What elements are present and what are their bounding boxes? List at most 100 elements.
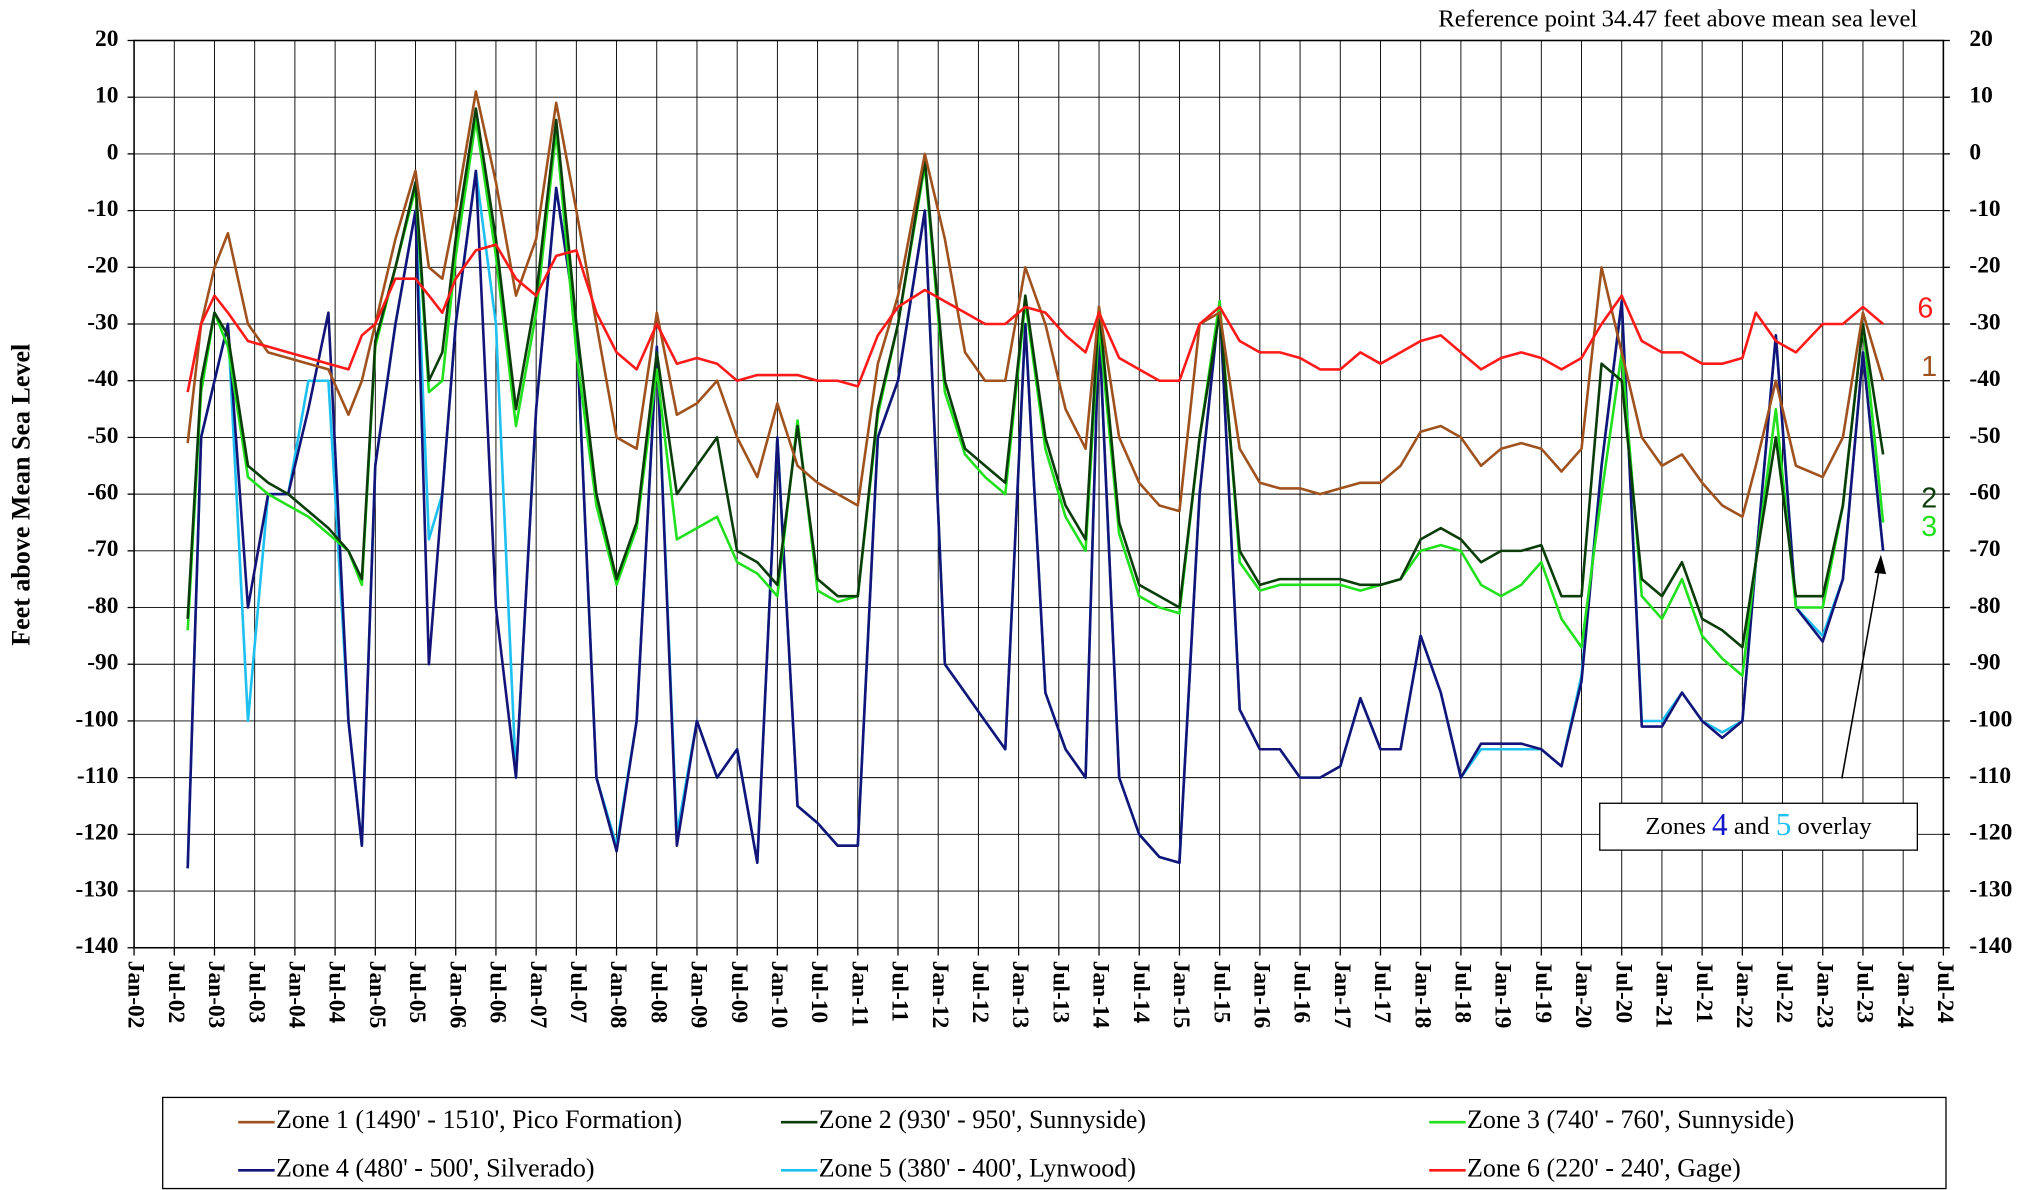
y2-tick-label: 0 — [1969, 139, 1981, 165]
y2-tick-label: -80 — [1969, 593, 2000, 619]
y-tick-label: 20 — [95, 26, 118, 52]
x-tick-label: Jul-15 — [1208, 961, 1234, 1023]
y2-tick-label: -140 — [1969, 933, 2012, 959]
note-text: Zones — [1645, 813, 1705, 840]
x-tick-label: Jul-11 — [887, 961, 913, 1022]
note-text: and — [1734, 813, 1770, 840]
y2-tick-label: -40 — [1969, 366, 2000, 392]
x-tick-label: Jan-08 — [605, 961, 631, 1029]
y2-tick-label: -100 — [1969, 706, 2012, 732]
x-tick-label: Jan-12 — [927, 961, 953, 1029]
y-tick-label: -20 — [87, 253, 118, 279]
y2-tick-label: -60 — [1969, 479, 2000, 505]
x-tick-label: Jul-17 — [1369, 961, 1395, 1024]
y-tick-label: -70 — [87, 536, 118, 562]
arrow — [1841, 559, 1882, 779]
y2-tick-label: -10 — [1969, 196, 2000, 222]
y-tick-label: -40 — [87, 366, 118, 392]
x-tick-label: Jan-16 — [1248, 961, 1274, 1029]
note-4: 4 — [1712, 807, 1728, 842]
plot-frame — [133, 39, 1945, 949]
legend-label: Zone 3 (740' - 760', Sunnyside) — [1467, 1105, 1794, 1134]
x-tick-label: Jul-09 — [726, 961, 752, 1023]
overlay-note: Zones 4 and 5 overlay — [1645, 807, 1872, 842]
y-axis-label: Feet above Mean Sea Level — [6, 344, 35, 646]
x-tick-label: Jul-16 — [1289, 961, 1315, 1024]
series-line — [186, 107, 1885, 649]
y-tick-label: -10 — [87, 196, 118, 222]
legend — [162, 1096, 1947, 1190]
grid — [127, 39, 1950, 956]
x-tick-label: Jul-13 — [1047, 961, 1073, 1023]
x-tick-label: Jul-12 — [967, 961, 993, 1023]
x-tick-label: Jan-03 — [203, 961, 229, 1029]
x-tick-label: Jan-13 — [1007, 961, 1033, 1029]
x-tick-label: Jul-21 — [1691, 961, 1717, 1023]
x-tick-label: Jul-22 — [1771, 961, 1797, 1023]
y-tick-label: -120 — [76, 820, 119, 846]
y-tick-label: -140 — [76, 933, 119, 959]
x-tick-label: Jul-07 — [565, 961, 591, 1024]
legend-label: Zone 2 (930' - 950', Sunnyside) — [819, 1105, 1146, 1134]
x-tick-label: Jan-17 — [1329, 961, 1355, 1029]
overlay-box — [1599, 802, 1918, 851]
x-tick-label: Jan-14 — [1088, 961, 1114, 1029]
x-tick-label: Jan-05 — [364, 961, 390, 1029]
y2-tick-label: -120 — [1969, 820, 2012, 846]
x-tick-label: Jan-02 — [123, 961, 149, 1029]
x-tick-label: Jul-20 — [1610, 961, 1636, 1023]
annotation: Reference point 34.47 feet above mean se… — [1438, 6, 1917, 33]
x-tick-label: Jan-21 — [1651, 961, 1677, 1029]
x-tick-label: Jul-18 — [1450, 961, 1476, 1023]
x-tick-label: Jul-19 — [1530, 961, 1556, 1023]
legend-label: Zone 1 (1490' - 1510', Pico Formation) — [276, 1105, 682, 1134]
x-tick-label: Jul-03 — [243, 961, 269, 1023]
end-label: 2 — [1921, 483, 1937, 515]
legend-label: Zone 5 (380' - 400', Lynwood) — [819, 1153, 1136, 1182]
series-line — [186, 243, 1884, 393]
y-tick-label: -80 — [87, 593, 118, 619]
y2-tick-label: -30 — [1969, 309, 2000, 335]
note-5: 5 — [1776, 807, 1792, 842]
lines — [186, 90, 1885, 869]
y-tick-label: -100 — [76, 706, 119, 732]
x-tick-label: Jan-15 — [1168, 961, 1194, 1029]
x-tick-label: Jul-05 — [404, 961, 430, 1023]
x-tick-label: Jan-22 — [1731, 961, 1757, 1029]
y-tick-label: -60 — [87, 479, 118, 505]
x-tick-label: Jan-07 — [525, 961, 551, 1029]
x-tick-label: Jan-04 — [284, 961, 310, 1029]
x-tick-label: Jan-20 — [1570, 961, 1596, 1029]
x-tick-label: Jan-18 — [1409, 961, 1435, 1029]
end-label: 6 — [1917, 292, 1933, 324]
x-tick-label: Jul-14 — [1128, 961, 1154, 1024]
legend-label: Zone 6 (220' - 240', Gage) — [1467, 1153, 1741, 1182]
y2-tick-label: -110 — [1969, 763, 2011, 789]
y2-tick-label: -130 — [1969, 876, 2012, 902]
arrow-head — [1874, 554, 1887, 575]
y-tick-label: -90 — [87, 650, 118, 676]
y2-tick-label: 20 — [1969, 26, 1992, 52]
x-tick-label: Jul-10 — [806, 961, 832, 1023]
y-tick-label: 10 — [95, 83, 118, 109]
y-tick-label: -50 — [87, 423, 118, 449]
x-tick-label: Jan-09 — [686, 961, 712, 1029]
y2-tick-label: 10 — [1969, 83, 1992, 109]
x-tick-label: Jul-24 — [1932, 961, 1958, 1024]
y2-tick-label: -70 — [1969, 536, 2000, 562]
x-tick-label: Jul-06 — [485, 961, 511, 1024]
x-tick-label: Jul-23 — [1852, 961, 1878, 1023]
x-tick-label: Jan-06 — [444, 961, 470, 1029]
y-tick-label: -30 — [87, 309, 118, 335]
x-tick-label: Jan-23 — [1811, 961, 1837, 1029]
x-tick-label: Jan-19 — [1490, 961, 1516, 1029]
legend-label: Zone 4 (480' - 500', Silverado) — [276, 1153, 595, 1182]
end-label: 1 — [1921, 351, 1937, 383]
x-tick-label: Jul-04 — [324, 961, 350, 1024]
y2-tick-label: -20 — [1969, 253, 2000, 279]
y-tick-label: -130 — [76, 876, 119, 902]
y2-tick-label: -50 — [1969, 423, 2000, 449]
y-tick-label: -110 — [77, 763, 119, 789]
x-tick-label: Jul-08 — [645, 961, 671, 1023]
